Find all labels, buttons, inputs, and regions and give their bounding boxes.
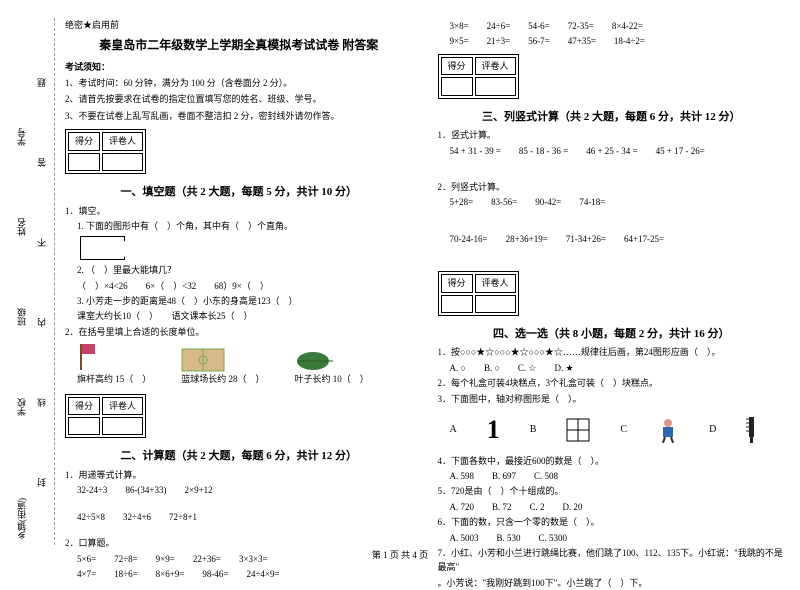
fig3-label: 叶子长约 10（ ）: [295, 372, 369, 386]
page-footer: 第 1 页 共 4 页: [0, 548, 800, 561]
opt-b-label: B: [530, 422, 537, 438]
bind-lbl-4: 学号: [15, 128, 28, 146]
s1-q1-2a: （ ）×4<26 6×（ ）<32 68）9×（ ）: [65, 279, 413, 293]
bind-lbl-2: 班级: [15, 308, 28, 326]
s3-r2: 5+28=83-56=90-42=74-18=: [438, 195, 786, 209]
score-h1: 得分: [68, 132, 100, 150]
grid-square-icon: [566, 418, 590, 442]
bind-lbl-3: 姓名: [15, 218, 28, 236]
person-icon: [657, 417, 679, 443]
score-h2: 评卷人: [102, 132, 143, 150]
section-3-title: 三、列竖式计算（共 2 大题，每题 6 分，共计 12 分）: [438, 109, 786, 127]
section-2-title: 二、计算题（共 2 大题，每题 6 分，共计 12 分）: [65, 448, 413, 466]
s3-r3: 70-24-16=28+36+19=71-34+26=64+17-25=: [438, 232, 786, 246]
s1-q1-1: 1. 下面的图形中有（ ）个角，其中有（ ）个直角。: [65, 219, 413, 233]
bind-lbl-1: 学校: [15, 398, 28, 416]
s4-q4o: A. 598B. 697C. 508: [438, 469, 786, 483]
s1-q1-2: 2. （ ）里最大能填几？: [65, 263, 413, 277]
fig-court: 篮球场长约 28（ ）: [181, 348, 264, 386]
s3-r1: 54 + 31 - 39 =85 - 18 - 36 =46 + 25 - 34…: [438, 144, 786, 158]
bind-mark-4: 答: [35, 158, 48, 167]
s2-q1: 1．用递等式计算。: [65, 468, 413, 482]
bind-mark-0: 封: [35, 478, 48, 487]
exam-title: 秦皇岛市二年级数学上学期全真模拟考试试卷 附答案: [65, 36, 413, 55]
scorebox-4: 得分 评卷人: [438, 271, 519, 316]
flag-icon: [77, 342, 101, 372]
bind-mark-1: 线: [35, 398, 48, 407]
fig-flag: 旗杆高约 15（ ）: [77, 342, 151, 386]
scorebox-3: 得分 评卷人: [438, 54, 519, 99]
s4-q4: 4．下面各数中，最接近600的数是（ ）。: [438, 454, 786, 468]
secret-label: 绝密★启用前: [65, 18, 413, 32]
s2-r4: 4×7=18÷6=8×6+9=98-46=24÷4×9=: [65, 567, 413, 581]
court-icon: [181, 348, 225, 372]
content-columns: 绝密★启用前 秦皇岛市二年级数学上学期全真模拟考试试卷 附答案 考试须知： 1、…: [65, 18, 785, 545]
s1-q1-3: 3. 小芳走一步的距离是48（ ）小东的身高是123（ ）: [65, 294, 413, 308]
s4-q6: 6．下面的数，只含一个零的数是（ ）。: [438, 515, 786, 529]
s2b-r2: 9×5=21÷3=56-7=47+35=18-4÷2=: [438, 34, 786, 48]
fig2-label: 篮球场长约 28（ ）: [181, 372, 264, 386]
s1-q1-3a: 课室大约长10（ ） 语文课本长25（ ）: [65, 309, 413, 323]
s4-q6o: A. 5003B. 530C. 5300: [438, 531, 786, 545]
s4-q1: 1．按○○○★☆○○○★☆○○○★☆……规律往后画，第24图形应画（ ）。: [438, 345, 786, 359]
s1-figs: 旗杆高约 15（ ） 篮球场长约 28（ ） 叶子长约 10（ ）: [65, 342, 413, 386]
fig-leaf: 叶子长约 10（ ）: [295, 350, 369, 386]
notice-3: 3、不要在试卷上乱写乱画，卷面不整洁扣 2 分，密封线外请勿作答。: [65, 109, 413, 123]
s3-q1: 1．竖式计算。: [438, 128, 786, 142]
leaf-icon: [295, 350, 335, 372]
s2-r1: 32-24÷386-(34+33)2×9+12: [65, 483, 413, 497]
opt-d-label: D: [709, 422, 716, 438]
s4-q1o: A. ○B. ○C. ☆D. ★: [438, 361, 786, 375]
exam-page: 乡镇(街道) 学校 班级 姓名 学号 封 线 内 不 答 题 绝密★启用前 秦皇…: [0, 0, 800, 545]
right-column: 3×8=24÷6=54-6=72-35=8×4-22= 9×5=21÷3=56-…: [438, 18, 786, 545]
s2-r2: 42÷5×832÷4+672÷8+1: [65, 510, 413, 524]
digit-one-icon: 1: [487, 409, 500, 451]
s4-q7a: 。小芳说："我刚好跳到100下"。小兰跳了（ ）下。: [438, 576, 786, 590]
left-column: 绝密★启用前 秦皇岛市二年级数学上学期全真模拟考试试卷 附答案 考试须知： 1、…: [65, 18, 413, 545]
notice-1: 1、考试时间：60 分钟，满分为 100 分（含卷面分 2 分）。: [65, 76, 413, 90]
s4-q2: 2．每个礼盒可装4块糕点，3个礼盒可装（ ）块糕点。: [438, 376, 786, 390]
bind-lbl-0: 乡镇(街道): [15, 498, 28, 540]
s3-q2: 2．列竖式计算。: [438, 180, 786, 194]
scorebox-2: 得分 评卷人: [65, 394, 146, 439]
s1-q1: 1．填空。: [65, 204, 413, 218]
binding-margin: 乡镇(街道) 学校 班级 姓名 学号 封 线 内 不 答 题: [15, 18, 55, 545]
fig1-label: 旗杆高约 15（ ）: [77, 372, 151, 386]
s4-q3: 3．下面图中，轴对称图形是（ ）。: [438, 392, 786, 406]
s4-q3-opts: A 1 B C D: [438, 409, 786, 451]
notice-title: 考试须知：: [65, 60, 413, 74]
bind-mark-2: 内: [35, 318, 48, 327]
s2b-r1: 3×8=24÷6=54-6=72-35=8×4-22=: [438, 19, 786, 33]
opt-a-label: A: [450, 422, 457, 438]
comb-icon: [746, 416, 756, 444]
scorebox-1: 得分 评卷人: [65, 129, 146, 174]
section-4-title: 四、选一选（共 8 小题，每题 2 分，共计 16 分）: [438, 326, 786, 344]
opt-c-label: C: [620, 422, 627, 438]
flag-shape-icon: [80, 236, 125, 260]
s4-q5: 5．720是由（ ）个十组成的。: [438, 484, 786, 498]
s1-q2: 2．在括号里填上合适的长度单位。: [65, 325, 413, 339]
bind-mark-5: 题: [35, 78, 48, 87]
bind-mark-3: 不: [35, 238, 48, 247]
section-1-title: 一、填空题（共 2 大题，每题 5 分，共计 10 分）: [65, 184, 413, 202]
s4-q5o: A. 720B. 72C. 2D. 20: [438, 500, 786, 514]
notice-2: 2、请首先按要求在试卷的指定位置填写您的姓名、班级、学号。: [65, 92, 413, 106]
